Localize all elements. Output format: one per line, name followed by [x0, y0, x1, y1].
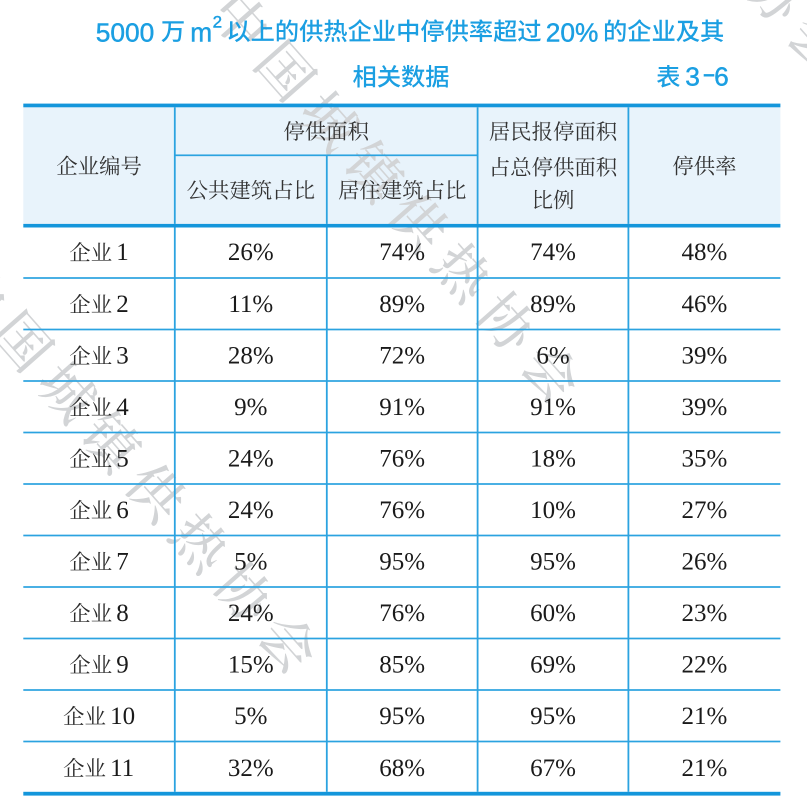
- svg-text:76%: 76%: [379, 600, 425, 627]
- svg-text:9%: 9%: [234, 394, 267, 421]
- svg-text:68%: 68%: [379, 755, 425, 782]
- svg-text:89%: 89%: [379, 291, 425, 318]
- svg-text:74%: 74%: [530, 239, 576, 266]
- svg-text:10: 10: [110, 703, 135, 730]
- svg-text:95%: 95%: [379, 703, 425, 730]
- svg-text:2: 2: [116, 291, 129, 318]
- svg-text:5%: 5%: [234, 549, 267, 576]
- svg-text:21%: 21%: [681, 755, 727, 782]
- svg-text:23%: 23%: [681, 600, 727, 627]
- svg-text:91%: 91%: [530, 394, 576, 421]
- svg-text:4: 4: [116, 394, 129, 421]
- svg-text:95%: 95%: [530, 549, 576, 576]
- svg-text:11: 11: [110, 755, 134, 782]
- svg-text:89%: 89%: [530, 291, 576, 318]
- svg-text:76%: 76%: [379, 446, 425, 473]
- svg-text:46%: 46%: [681, 291, 727, 318]
- svg-text:6%: 6%: [536, 343, 569, 370]
- svg-text:74%: 74%: [379, 239, 425, 266]
- svg-text:5000: 5000: [96, 17, 155, 47]
- svg-text:9: 9: [116, 652, 129, 679]
- svg-text:22%: 22%: [681, 652, 727, 679]
- svg-text:85%: 85%: [379, 652, 425, 679]
- svg-text:67%: 67%: [530, 755, 576, 782]
- svg-text:3: 3: [116, 343, 129, 370]
- svg-text:24%: 24%: [228, 497, 274, 524]
- svg-text:26%: 26%: [228, 239, 274, 266]
- svg-text:32%: 32%: [228, 755, 274, 782]
- svg-text:26%: 26%: [681, 549, 727, 576]
- svg-text:3: 3: [685, 62, 700, 92]
- svg-text:91%: 91%: [379, 394, 425, 421]
- svg-text:95%: 95%: [530, 703, 576, 730]
- svg-text:48%: 48%: [681, 239, 727, 266]
- svg-text:72%: 72%: [379, 343, 425, 370]
- svg-text:24%: 24%: [228, 446, 274, 473]
- svg-text:11%: 11%: [228, 291, 273, 318]
- svg-text:76%: 76%: [379, 497, 425, 524]
- svg-text:39%: 39%: [681, 343, 727, 370]
- svg-text:5%: 5%: [234, 703, 267, 730]
- svg-text:20%: 20%: [546, 17, 599, 47]
- svg-text:2: 2: [213, 12, 222, 31]
- svg-text:60%: 60%: [530, 600, 576, 627]
- svg-text:69%: 69%: [530, 652, 576, 679]
- svg-text:39%: 39%: [681, 394, 727, 421]
- svg-text:21%: 21%: [681, 703, 727, 730]
- svg-text:95%: 95%: [379, 549, 425, 576]
- svg-text:24%: 24%: [228, 600, 274, 627]
- svg-text:1: 1: [116, 239, 129, 266]
- svg-text:15%: 15%: [228, 652, 274, 679]
- svg-text:28%: 28%: [228, 343, 274, 370]
- svg-text:7: 7: [116, 549, 129, 576]
- svg-text:18%: 18%: [530, 446, 576, 473]
- svg-text:m: m: [190, 17, 212, 47]
- svg-text:8: 8: [116, 600, 129, 627]
- svg-text:6: 6: [116, 497, 129, 524]
- svg-text:10%: 10%: [530, 497, 576, 524]
- svg-text:35%: 35%: [681, 446, 727, 473]
- svg-text:5: 5: [116, 446, 129, 473]
- svg-text:27%: 27%: [681, 497, 727, 524]
- svg-text:6: 6: [714, 62, 729, 92]
